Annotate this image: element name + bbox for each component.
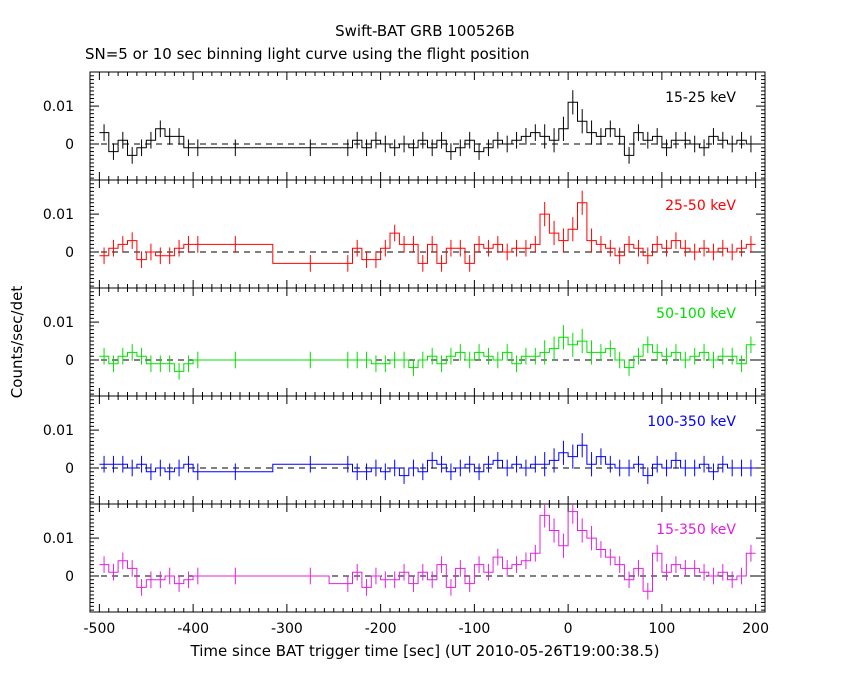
x-tick-label: 100	[649, 621, 676, 637]
chart-subtitle: SN=5 or 10 sec binning light curve using…	[85, 45, 530, 63]
panel-2: 0 0.01 25-50 keV	[43, 179, 766, 289]
y-tick-label: 0	[65, 245, 74, 261]
y-axis-label: Counts/sec/det	[8, 286, 26, 399]
panel-4: 0 0.01 100-350 keV	[43, 395, 766, 505]
band-label: 100-350 keV	[647, 414, 736, 430]
panel-3: 0 0.01 50-100 keV	[43, 287, 766, 397]
x-tick-label: -500	[83, 621, 115, 637]
band-label: 25-50 keV	[665, 198, 736, 214]
panel-5: 0 0.01 15-350 keV	[43, 503, 766, 613]
x-axis-label: Time since BAT trigger time [sec] (UT 20…	[190, 642, 660, 660]
y-tick-label: 0.01	[43, 531, 74, 547]
x-tick-label: 0	[564, 621, 573, 637]
x-tick-label: -100	[458, 621, 490, 637]
panels-group: 0 0.01 15-25 keV 0 0.01 25-50 keV 0 0.01 50-100 …	[43, 71, 766, 613]
y-tick-label: 0.01	[43, 99, 74, 115]
y-tick-label: 0	[65, 353, 74, 369]
band-label: 15-350 keV	[656, 522, 736, 538]
series-line	[99, 511, 756, 592]
panel-frame	[89, 503, 766, 613]
chart-title: Swift-BAT GRB 100526B	[335, 22, 515, 40]
panel-frame	[89, 395, 766, 505]
x-tick-label: -400	[177, 621, 209, 637]
y-tick-label: 0.01	[43, 315, 74, 331]
band-label: 15-25 keV	[665, 90, 736, 106]
y-tick-label: 0	[65, 137, 74, 153]
y-tick-label: 0	[65, 569, 74, 585]
band-label: 50-100 keV	[656, 306, 736, 322]
series-line	[99, 336, 756, 372]
x-tick-labels: -500 -400 -300 -200 -100 0 100 200	[83, 621, 769, 637]
panel-1: 0 0.01 15-25 keV	[43, 71, 766, 181]
x-tick-label: 200	[742, 621, 769, 637]
panel-frame	[89, 287, 766, 397]
panel-frame	[89, 71, 766, 181]
y-tick-label: 0.01	[43, 423, 74, 439]
x-tick-label: -200	[365, 621, 397, 637]
x-tick-label: -300	[271, 621, 303, 637]
panel-frame	[89, 179, 766, 289]
y-tick-label: 0	[65, 461, 74, 477]
series-line	[99, 202, 756, 264]
y-tick-label: 0.01	[43, 207, 74, 223]
